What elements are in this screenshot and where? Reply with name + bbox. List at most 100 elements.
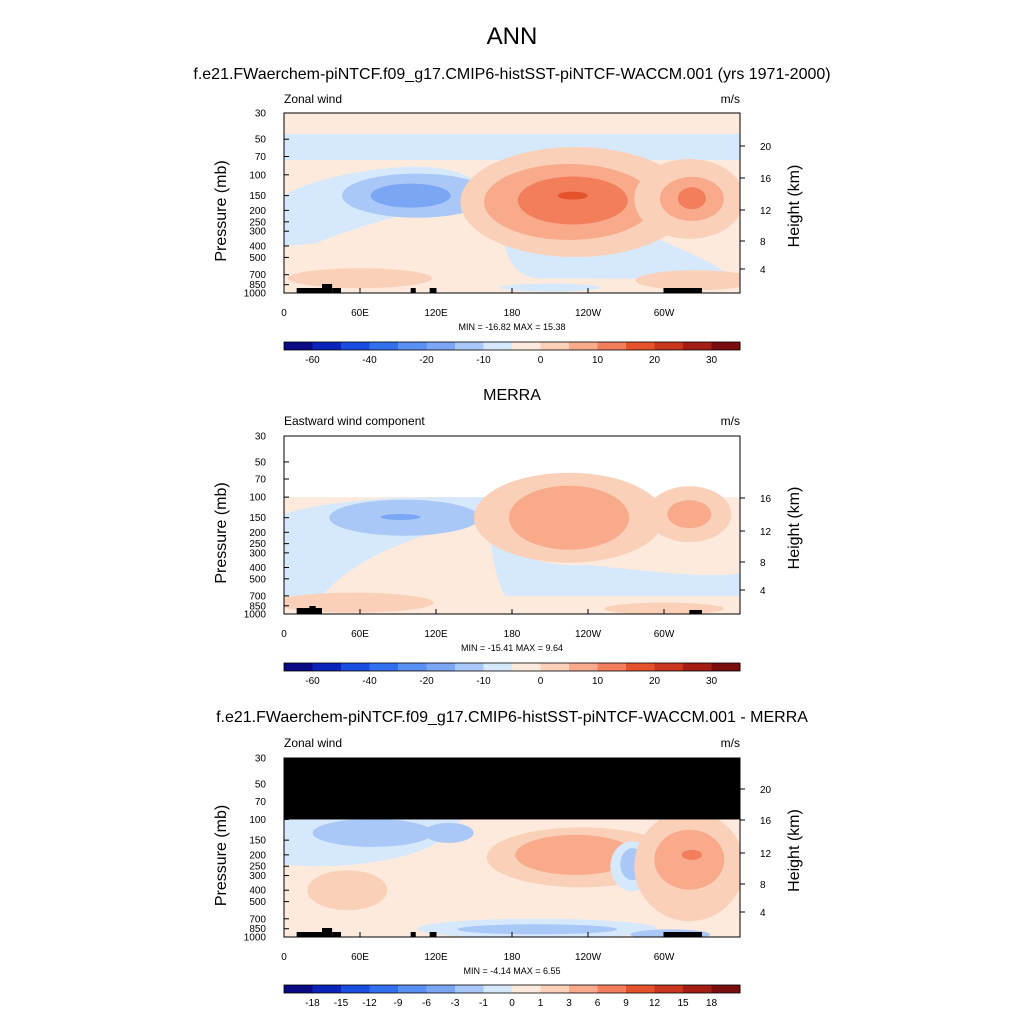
height-tick-label: 16 [760, 174, 772, 185]
strat-negative-band [284, 133, 740, 161]
y-tick-label: 1000 [244, 933, 267, 944]
colorbar-swatch [369, 342, 399, 350]
y-axis-label: Pressure (mb) [213, 160, 230, 261]
y-tick-label: 200 [249, 528, 266, 539]
colorbar-swatch [398, 985, 427, 993]
y-tick-label: 150 [249, 191, 266, 202]
y-tick-label: 400 [249, 563, 266, 574]
x-tick-label: 180 [504, 629, 521, 640]
y-tick-label: 150 [249, 836, 266, 847]
y-tick-label: 100 [249, 493, 266, 504]
x-tick-label: 120W [575, 952, 602, 963]
colorbar-label: -20 [419, 355, 434, 366]
colorbar-label: -6 [422, 998, 431, 1009]
y-tick-label: 850 [249, 280, 266, 291]
colorbar-swatch [683, 985, 712, 993]
colorbar-label: 0 [538, 355, 544, 366]
y-tick-label: 200 [249, 850, 266, 861]
field-label: Eastward wind component [284, 414, 425, 428]
y-tick-label: 500 [249, 574, 266, 585]
min-max-stats: MIN = -16.82 MAX = 15.38 [458, 322, 565, 332]
colorbar-label: -18 [305, 998, 320, 1009]
y-axis-label: Pressure (mb) [213, 805, 230, 906]
figure-title: ANN [487, 23, 538, 50]
x-tick-label: 180 [504, 308, 521, 319]
colorbar-swatch [540, 663, 570, 671]
colorbar-swatch [654, 985, 684, 993]
colorbar-swatch [683, 342, 712, 350]
pacific-jet-mid [509, 485, 629, 550]
surface-negative-tropics [500, 283, 600, 292]
height-tick-label: 12 [760, 849, 772, 860]
colorbar-swatch [455, 663, 484, 671]
colorbar-swatch [284, 663, 313, 671]
colorbar-swatch [597, 663, 627, 671]
min-max-stats: MIN = -4.14 MAX = 6.55 [463, 966, 560, 976]
colorbar-label: 10 [592, 355, 604, 366]
colorbar-swatch [426, 663, 456, 671]
y-tick-label: 250 [249, 862, 266, 873]
colorbar-frame [283, 341, 741, 351]
x-tick-label: 0 [281, 629, 287, 640]
colorbar-swatch [569, 342, 598, 350]
colorbar-label: 18 [706, 998, 718, 1009]
colorbar-label: 3 [566, 998, 572, 1009]
y-tick-label: 850 [249, 924, 266, 935]
atlantic-jet-mid [667, 500, 712, 529]
colorbar-swatch [654, 342, 684, 350]
topography-block [664, 288, 702, 293]
height-tick-label: 4 [760, 908, 766, 919]
x-tick-label: 0 [281, 952, 287, 963]
y-tick-label: 150 [249, 513, 266, 524]
y-tick-label: 200 [249, 206, 266, 217]
colorbar-label: -15 [334, 998, 349, 1009]
y-tick-label: 700 [249, 914, 266, 925]
topography-block [332, 932, 341, 937]
surface-positive-east [284, 592, 434, 613]
y-tick-label: 300 [249, 548, 266, 559]
colorbar-label: -20 [419, 676, 434, 687]
colorbar-label: -10 [476, 355, 491, 366]
panel-title: f.e21.FWaerchem-piNTCF.f09_g17.CMIP6-his… [216, 709, 808, 726]
y-tick-label: 300 [249, 871, 266, 882]
colorbar-swatch [455, 985, 484, 993]
pacific-jet-inner [517, 176, 628, 225]
colorbar-swatch [369, 663, 399, 671]
colorbar-swatch [312, 663, 342, 671]
colorbar-label: -40 [362, 355, 377, 366]
colorbar-swatch [512, 663, 541, 671]
colorbar-label: 30 [706, 676, 718, 687]
topography-block [429, 288, 436, 293]
colorbar-swatch [711, 663, 741, 671]
pacific-positive-inner [515, 834, 636, 875]
contour-field [284, 113, 740, 293]
colorbar-swatch [483, 342, 513, 350]
colorbar-swatch [483, 985, 513, 993]
x-tick-label: 180 [504, 952, 521, 963]
colorbar-frame [283, 984, 741, 994]
negative-jet-core [380, 514, 421, 521]
colorbar-label: 10 [592, 676, 604, 687]
y2-axis-label: Height (km) [786, 487, 803, 570]
y-tick-label: 70 [255, 475, 267, 486]
colorbar-label: -60 [305, 355, 320, 366]
surface-positive-east [288, 268, 432, 289]
colorbar-swatch [569, 663, 598, 671]
y-tick-label: 700 [249, 591, 266, 602]
panels: f.e21.FWaerchem-piNTCF.f09_g17.CMIP6-his… [193, 66, 830, 1009]
negative-core-east [312, 818, 433, 847]
y-tick-label: 50 [255, 780, 267, 791]
height-tick-label: 8 [760, 558, 766, 569]
topography-block [410, 932, 416, 937]
colorbar-swatch [398, 342, 427, 350]
panel-3: f.e21.FWaerchem-piNTCF.f09_g17.CMIP6-his… [213, 709, 808, 1009]
units-label: m/s [721, 92, 740, 106]
height-tick-label: 8 [760, 237, 766, 248]
y-tick-label: 30 [255, 754, 267, 765]
units-label: m/s [721, 414, 740, 428]
y-tick-label: 50 [255, 135, 267, 146]
y-tick-label: 250 [249, 539, 266, 550]
y-tick-label: 1000 [244, 610, 267, 621]
y-tick-label: 30 [255, 109, 267, 120]
